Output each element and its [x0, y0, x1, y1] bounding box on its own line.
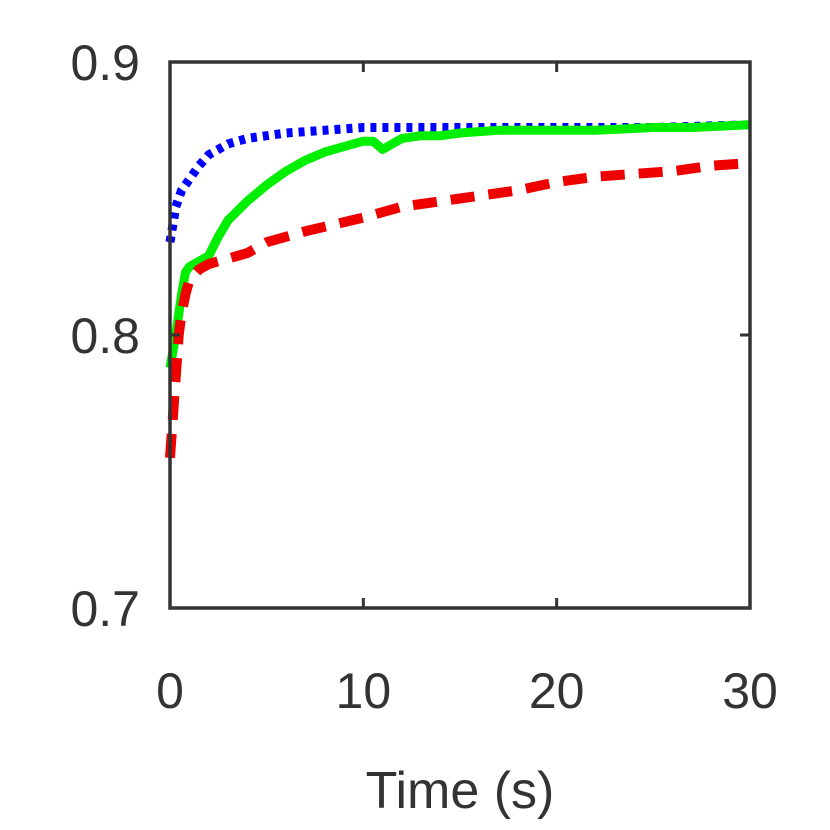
x-axis-label: Time (s) — [366, 762, 555, 820]
x-tick-label: 20 — [529, 663, 585, 719]
tick-layer — [168, 60, 752, 610]
series-line-solid-green — [165, 120, 751, 369]
x-tick-label: 0 — [156, 663, 184, 719]
y-tick-label: 0.9 — [70, 35, 140, 91]
plot-frame — [168, 60, 752, 610]
x-tick-label: 30 — [722, 663, 778, 719]
y-tick-label: 0.7 — [70, 581, 140, 637]
series-line-dashed-red — [165, 158, 751, 459]
y-tick-label: 0.8 — [70, 308, 140, 364]
series-line-dotted-blue — [165, 120, 751, 243]
series-layer — [165, 120, 751, 459]
label-layer: 0 10 20 30 0.7 0.8 0.9 — [70, 35, 777, 719]
x-tick-label: 10 — [336, 663, 392, 719]
